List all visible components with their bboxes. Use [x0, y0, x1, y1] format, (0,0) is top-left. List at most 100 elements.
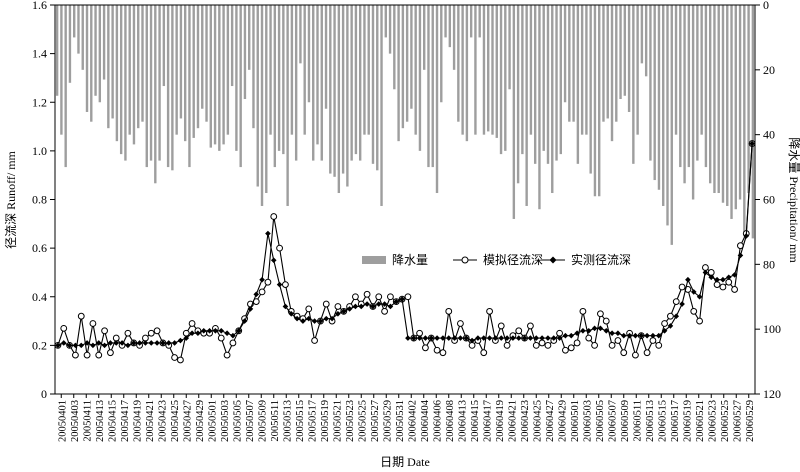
precip-bar	[606, 5, 609, 119]
precip-bar	[632, 5, 635, 164]
sim-point	[643, 349, 651, 357]
x-tick-label: 20060408	[445, 400, 456, 442]
obs-point	[311, 318, 318, 324]
obs-point	[685, 276, 691, 283]
precip-bar	[316, 5, 319, 145]
sim-point	[614, 337, 622, 344]
precip-bar	[388, 5, 392, 54]
left-tick-label: 0	[41, 387, 47, 401]
x-tick-label: 20060517	[670, 400, 681, 442]
precip-bar	[354, 5, 358, 155]
obs-point	[370, 303, 376, 310]
obs-point	[574, 330, 580, 337]
precip-bar	[721, 5, 725, 203]
x-tick-label: 20060406	[432, 400, 443, 442]
sim-point	[538, 339, 546, 347]
precip-bar	[171, 5, 174, 171]
sim-point	[468, 341, 476, 349]
precip-bar	[589, 5, 592, 174]
obs-point	[381, 301, 388, 307]
obs-point	[597, 325, 604, 332]
sim-point	[182, 329, 190, 337]
obs-point	[352, 303, 359, 310]
sim-point	[188, 320, 196, 327]
obs-point	[364, 301, 370, 307]
sim-point	[515, 327, 523, 335]
precip-bar	[358, 5, 362, 161]
x-axis-tick-labels: 20050401 20050403 20050411 20050413 20050415…	[57, 399, 756, 442]
obs-point	[119, 340, 125, 346]
sim-point	[667, 312, 674, 320]
sim-point	[422, 344, 429, 352]
precip-bar	[201, 5, 204, 109]
obs-point	[305, 315, 312, 322]
sim-point	[387, 293, 394, 301]
precip-bar	[111, 5, 114, 119]
obs-point	[358, 303, 365, 310]
x-tick-label: 20050511	[270, 400, 281, 442]
precip-bar	[81, 5, 84, 70]
precip-bar	[504, 5, 507, 151]
sim-point	[567, 344, 575, 352]
precip-bar	[128, 5, 131, 135]
obs-point	[317, 318, 324, 324]
x-tick-label: 20060419	[495, 400, 506, 442]
x-tick-label: 20050419	[132, 400, 143, 442]
x-tick-label: 20060521	[695, 400, 706, 442]
precip-bar	[474, 5, 477, 135]
obs-point	[399, 296, 405, 302]
precip-bar	[440, 5, 443, 103]
precip-bar	[162, 5, 166, 87]
precip-bar	[265, 5, 268, 194]
obs-point	[504, 335, 510, 341]
precip-bar	[320, 5, 323, 161]
x-tick-label: 20050501	[207, 400, 218, 442]
obs-point	[410, 335, 417, 341]
legend-obs-label: 实测径流深	[571, 252, 631, 267]
precip-bar	[183, 5, 187, 142]
precip-bar	[610, 5, 614, 142]
sim-point	[142, 334, 149, 342]
precip-bar	[576, 5, 580, 164]
sim-point	[608, 341, 616, 349]
sim-point	[381, 307, 388, 315]
precip-bar	[77, 5, 80, 54]
precip-bar	[252, 5, 255, 129]
precip-bar	[209, 5, 212, 148]
x-tick-label: 20050525	[357, 400, 368, 442]
precip-bar	[85, 5, 89, 112]
obs-point	[725, 274, 732, 281]
obs-point	[661, 327, 668, 334]
precip-bar	[751, 5, 755, 239]
precip-bar	[572, 5, 575, 122]
sim-point	[562, 346, 569, 354]
x-tick-label: 20050427	[182, 400, 193, 442]
sim-point	[439, 349, 447, 357]
sim-point	[678, 283, 686, 291]
precip-bar	[248, 5, 251, 70]
sim-point	[305, 305, 313, 313]
precip-bar	[179, 5, 183, 119]
right-axis-tick-labels: 0 20 40 60 80 100 120	[763, 0, 781, 401]
precip-bar	[363, 5, 366, 135]
obs-point	[434, 335, 440, 341]
sim-point	[532, 341, 540, 349]
x-tick-label: 20060509	[620, 400, 631, 442]
precip-bar	[555, 5, 558, 161]
x-tick-label: 20060507	[607, 400, 618, 442]
sim-point	[153, 327, 161, 335]
precip-bar	[324, 5, 328, 109]
x-tick-label: 20050411	[82, 400, 93, 442]
precip-bar	[529, 5, 533, 135]
sim-point	[620, 349, 628, 357]
obs-point	[702, 269, 709, 276]
obs-point	[521, 335, 528, 341]
precip-bar	[312, 5, 315, 161]
obs-point	[136, 340, 143, 346]
precip-bar	[192, 5, 195, 138]
precip-bar	[218, 5, 221, 151]
precip-bar	[286, 5, 289, 206]
left-tick-label: 0.6	[32, 241, 47, 255]
obs-point	[731, 272, 738, 278]
left-tick-label: 0.8	[32, 193, 47, 207]
